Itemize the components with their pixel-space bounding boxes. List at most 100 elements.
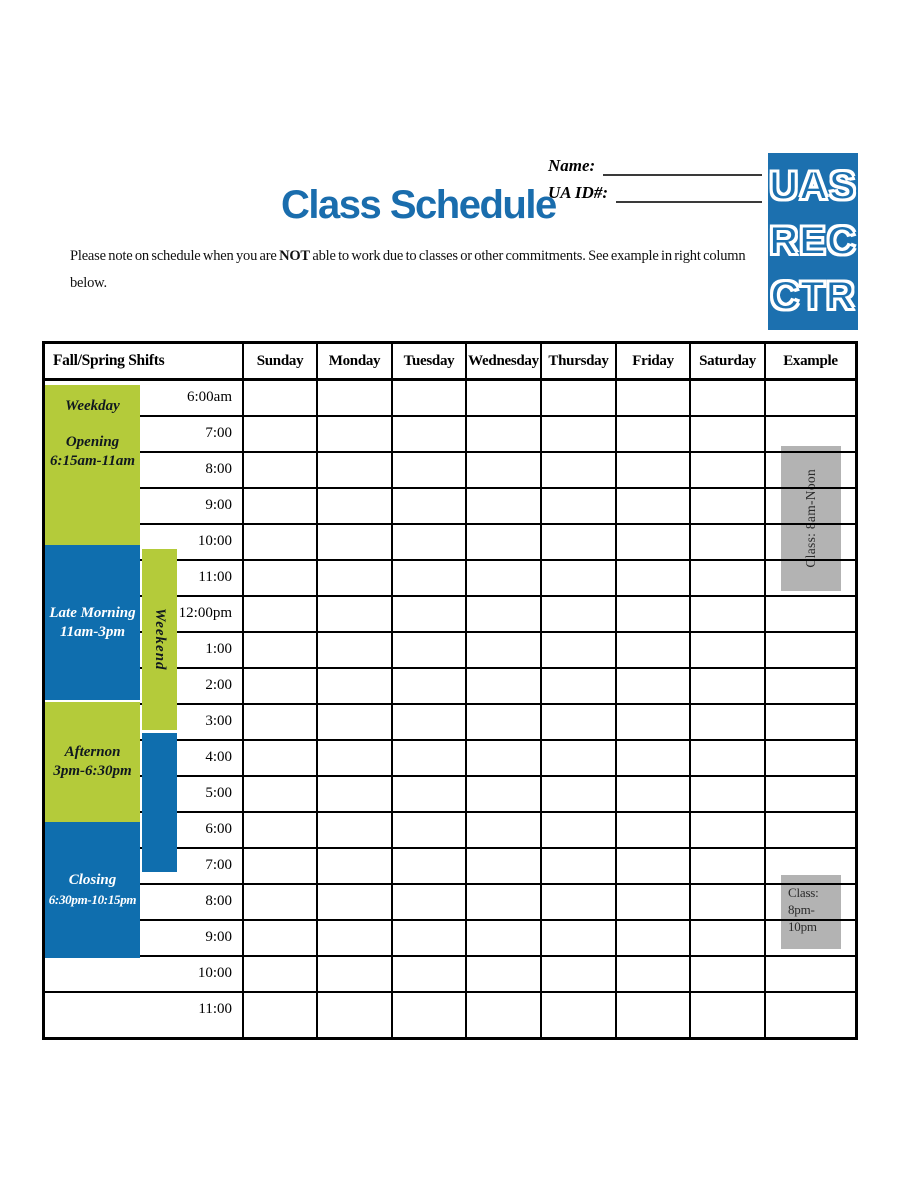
schedule-cell[interactable] <box>318 489 393 523</box>
schedule-cell[interactable] <box>467 417 542 451</box>
schedule-cell[interactable] <box>318 525 393 559</box>
schedule-cell[interactable] <box>617 633 691 667</box>
schedule-cell[interactable] <box>766 417 855 451</box>
schedule-cell[interactable] <box>244 705 318 739</box>
schedule-cell[interactable] <box>542 705 617 739</box>
schedule-cell[interactable] <box>467 525 542 559</box>
schedule-cell[interactable] <box>318 381 393 415</box>
schedule-cell[interactable] <box>766 597 855 631</box>
schedule-cell[interactable] <box>318 741 393 775</box>
schedule-cell[interactable] <box>244 525 318 559</box>
schedule-cell[interactable] <box>393 993 467 1037</box>
schedule-cell[interactable] <box>691 921 766 955</box>
schedule-cell[interactable] <box>766 885 855 919</box>
schedule-cell[interactable] <box>542 669 617 703</box>
schedule-cell[interactable] <box>766 849 855 883</box>
schedule-cell[interactable] <box>318 561 393 595</box>
schedule-cell[interactable] <box>244 417 318 451</box>
schedule-cell[interactable] <box>393 525 467 559</box>
schedule-cell[interactable] <box>393 597 467 631</box>
schedule-cell[interactable] <box>318 453 393 487</box>
schedule-cell[interactable] <box>766 777 855 811</box>
schedule-cell[interactable] <box>617 741 691 775</box>
schedule-cell[interactable] <box>617 489 691 523</box>
schedule-cell[interactable] <box>393 705 467 739</box>
schedule-cell[interactable] <box>467 957 542 991</box>
schedule-cell[interactable] <box>691 525 766 559</box>
schedule-cell[interactable] <box>467 669 542 703</box>
schedule-cell[interactable] <box>691 849 766 883</box>
schedule-cell[interactable] <box>542 633 617 667</box>
name-input-line[interactable] <box>603 160 762 176</box>
schedule-cell[interactable] <box>467 993 542 1037</box>
schedule-cell[interactable] <box>318 777 393 811</box>
ua-id-input-line[interactable] <box>615 187 762 203</box>
schedule-cell[interactable] <box>542 489 617 523</box>
schedule-cell[interactable] <box>617 705 691 739</box>
schedule-cell[interactable] <box>393 489 467 523</box>
schedule-cell[interactable] <box>467 561 542 595</box>
schedule-cell[interactable] <box>617 381 691 415</box>
schedule-cell[interactable] <box>691 561 766 595</box>
schedule-cell[interactable] <box>542 957 617 991</box>
schedule-cell[interactable] <box>691 669 766 703</box>
schedule-cell[interactable] <box>393 561 467 595</box>
schedule-cell[interactable] <box>467 705 542 739</box>
schedule-cell[interactable] <box>691 777 766 811</box>
schedule-cell[interactable] <box>691 957 766 991</box>
schedule-cell[interactable] <box>766 525 855 559</box>
schedule-cell[interactable] <box>617 417 691 451</box>
schedule-cell[interactable] <box>691 993 766 1037</box>
schedule-cell[interactable] <box>318 921 393 955</box>
schedule-cell[interactable] <box>766 489 855 523</box>
schedule-cell[interactable] <box>244 885 318 919</box>
schedule-cell[interactable] <box>318 993 393 1037</box>
schedule-cell[interactable] <box>244 777 318 811</box>
schedule-cell[interactable] <box>467 921 542 955</box>
schedule-cell[interactable] <box>467 813 542 847</box>
schedule-cell[interactable] <box>766 453 855 487</box>
schedule-cell[interactable] <box>691 417 766 451</box>
schedule-cell[interactable] <box>542 597 617 631</box>
schedule-cell[interactable] <box>318 813 393 847</box>
schedule-cell[interactable] <box>467 885 542 919</box>
schedule-cell[interactable] <box>691 633 766 667</box>
schedule-cell[interactable] <box>766 921 855 955</box>
schedule-cell[interactable] <box>467 741 542 775</box>
schedule-cell[interactable] <box>691 381 766 415</box>
schedule-cell[interactable] <box>542 813 617 847</box>
schedule-cell[interactable] <box>542 381 617 415</box>
schedule-cell[interactable] <box>244 633 318 667</box>
schedule-cell[interactable] <box>467 489 542 523</box>
schedule-cell[interactable] <box>467 597 542 631</box>
schedule-cell[interactable] <box>691 741 766 775</box>
schedule-cell[interactable] <box>244 381 318 415</box>
schedule-cell[interactable] <box>244 849 318 883</box>
schedule-cell[interactable] <box>617 777 691 811</box>
schedule-cell[interactable] <box>542 525 617 559</box>
schedule-cell[interactable] <box>617 957 691 991</box>
schedule-cell[interactable] <box>467 777 542 811</box>
schedule-cell[interactable] <box>244 957 318 991</box>
schedule-cell[interactable] <box>467 453 542 487</box>
schedule-cell[interactable] <box>393 741 467 775</box>
schedule-cell[interactable] <box>766 669 855 703</box>
schedule-cell[interactable] <box>542 885 617 919</box>
schedule-cell[interactable] <box>542 993 617 1037</box>
schedule-cell[interactable] <box>393 633 467 667</box>
schedule-cell[interactable] <box>542 741 617 775</box>
schedule-cell[interactable] <box>393 777 467 811</box>
schedule-cell[interactable] <box>393 417 467 451</box>
schedule-cell[interactable] <box>542 849 617 883</box>
schedule-cell[interactable] <box>617 453 691 487</box>
schedule-cell[interactable] <box>244 993 318 1037</box>
schedule-cell[interactable] <box>617 993 691 1037</box>
schedule-cell[interactable] <box>244 561 318 595</box>
schedule-cell[interactable] <box>617 597 691 631</box>
schedule-cell[interactable] <box>318 633 393 667</box>
schedule-cell[interactable] <box>766 741 855 775</box>
schedule-cell[interactable] <box>766 705 855 739</box>
schedule-cell[interactable] <box>691 813 766 847</box>
schedule-cell[interactable] <box>244 921 318 955</box>
schedule-cell[interactable] <box>318 957 393 991</box>
